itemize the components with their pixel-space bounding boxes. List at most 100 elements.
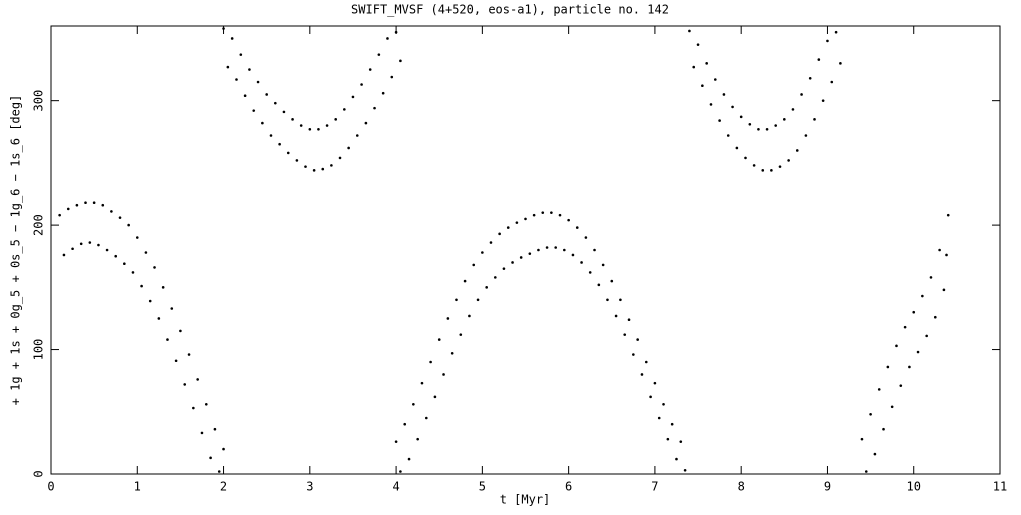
point bbox=[433, 395, 437, 399]
point bbox=[222, 27, 225, 30]
point bbox=[463, 279, 467, 283]
point bbox=[278, 142, 281, 146]
point bbox=[399, 59, 402, 63]
point bbox=[757, 127, 760, 131]
point bbox=[528, 252, 532, 256]
point bbox=[627, 318, 631, 321]
point bbox=[235, 78, 238, 81]
point bbox=[170, 307, 174, 310]
point bbox=[368, 68, 372, 71]
point bbox=[243, 94, 247, 97]
y-tick-label: 200 bbox=[32, 214, 46, 236]
point bbox=[489, 241, 493, 244]
point bbox=[770, 169, 773, 172]
point bbox=[593, 248, 596, 252]
x-tick-label: 10 bbox=[907, 480, 921, 494]
point bbox=[161, 286, 165, 289]
y-tick-label: 100 bbox=[32, 339, 46, 361]
x-axis-label: t [Myr] bbox=[500, 493, 551, 507]
point bbox=[869, 412, 872, 416]
point bbox=[744, 156, 747, 160]
point bbox=[118, 216, 122, 219]
point bbox=[429, 360, 432, 364]
point bbox=[390, 75, 394, 79]
point bbox=[946, 213, 950, 217]
point bbox=[286, 151, 290, 155]
x-tick-label: 9 bbox=[824, 480, 831, 494]
point bbox=[636, 338, 639, 341]
point bbox=[222, 447, 225, 451]
point bbox=[653, 381, 657, 385]
point bbox=[808, 76, 812, 80]
point bbox=[541, 211, 545, 214]
point bbox=[84, 201, 87, 205]
point bbox=[821, 99, 825, 102]
point bbox=[804, 134, 808, 137]
point bbox=[506, 226, 510, 229]
y-axis-label: + 1g + 1s + 0g_5 + 0s_5 − 1g_6 − 1s_6 [d… bbox=[9, 95, 23, 406]
point bbox=[79, 242, 83, 246]
point bbox=[450, 351, 454, 355]
point bbox=[619, 298, 622, 302]
point bbox=[381, 91, 385, 95]
plot-frame bbox=[50, 25, 1001, 475]
point bbox=[662, 403, 665, 406]
point bbox=[351, 95, 355, 99]
point bbox=[731, 105, 734, 109]
point bbox=[166, 338, 169, 341]
point bbox=[135, 236, 139, 239]
point bbox=[765, 127, 769, 131]
point bbox=[921, 294, 924, 298]
point bbox=[563, 248, 566, 252]
y-tick-label: 300 bbox=[32, 90, 46, 112]
point bbox=[338, 156, 342, 160]
point bbox=[515, 221, 519, 224]
point bbox=[688, 29, 691, 33]
point bbox=[864, 470, 868, 473]
point bbox=[261, 121, 264, 125]
point bbox=[252, 109, 256, 112]
point bbox=[886, 365, 890, 369]
point bbox=[761, 169, 765, 172]
point bbox=[183, 383, 187, 386]
point bbox=[248, 68, 251, 71]
point bbox=[860, 437, 864, 441]
point bbox=[317, 127, 320, 131]
point bbox=[938, 248, 941, 252]
x-tick-label: 0 bbox=[47, 480, 54, 494]
point bbox=[355, 134, 359, 137]
point bbox=[537, 248, 540, 252]
point bbox=[114, 254, 118, 258]
point bbox=[485, 286, 488, 289]
point bbox=[726, 134, 730, 137]
point bbox=[412, 403, 415, 406]
point bbox=[908, 365, 911, 369]
y-tick-label: 0 bbox=[32, 470, 46, 477]
point bbox=[334, 118, 338, 121]
point bbox=[912, 310, 916, 314]
point bbox=[778, 165, 782, 168]
point bbox=[839, 62, 842, 65]
point bbox=[834, 30, 838, 34]
point bbox=[174, 359, 178, 363]
point bbox=[455, 298, 458, 302]
point bbox=[644, 360, 648, 364]
point bbox=[364, 121, 368, 125]
point bbox=[360, 83, 363, 86]
point bbox=[97, 243, 100, 247]
x-tick-label: 11 bbox=[993, 480, 1007, 494]
point bbox=[545, 246, 549, 249]
point bbox=[312, 169, 316, 172]
point bbox=[795, 149, 799, 152]
point bbox=[575, 226, 579, 229]
point bbox=[424, 416, 428, 420]
point bbox=[282, 110, 286, 114]
point bbox=[192, 406, 195, 410]
point bbox=[153, 266, 156, 269]
point bbox=[330, 164, 333, 167]
point bbox=[606, 298, 609, 302]
point bbox=[511, 261, 514, 264]
point bbox=[58, 213, 61, 217]
point bbox=[722, 93, 726, 96]
